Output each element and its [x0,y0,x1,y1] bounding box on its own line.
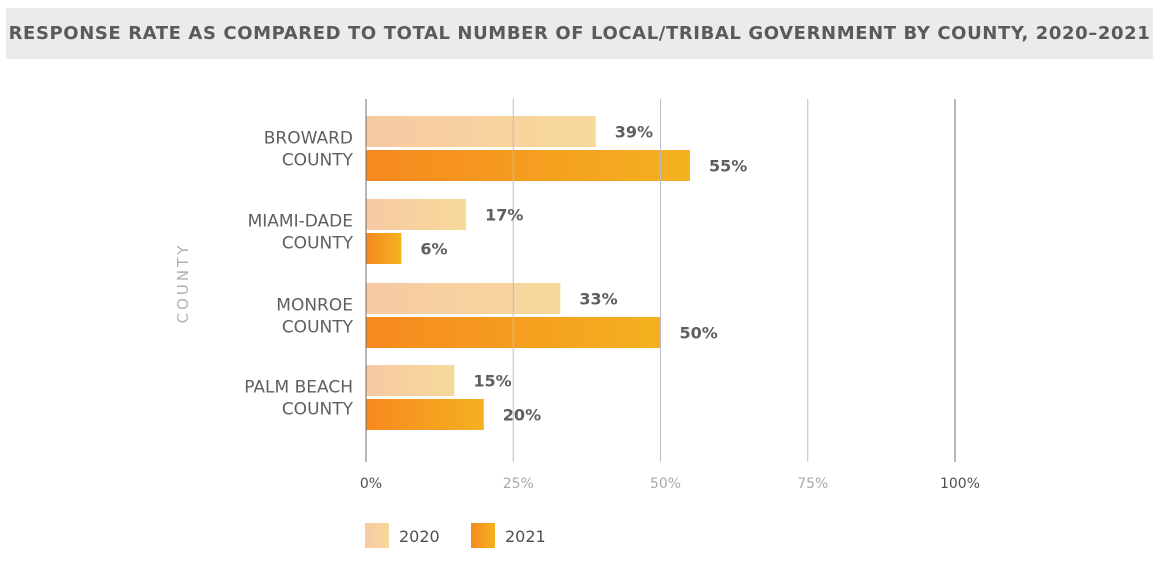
x-tick-label: 50% [650,476,681,492]
category-label: PALM BEACH COUNTY [244,378,353,420]
category-label: MIAMI-DADE COUNTY [248,212,354,254]
x-tick-label: 25% [503,476,534,492]
data-label: 15% [473,372,511,391]
x-tick-label: 100% [940,476,980,492]
data-label: 50% [680,324,718,343]
category-label-line: MONROE [276,296,353,316]
legend-label: 2021 [505,527,546,546]
data-label: 39% [615,123,653,142]
x-tick-label: 0% [360,476,382,492]
category-label-line: COUNTY [282,151,354,171]
legend-label: 2020 [399,527,440,546]
bar-2020 [366,365,455,396]
chart-title: RESPONSE RATE AS COMPARED TO TOTAL NUMBE… [8,23,1151,44]
category-label-line: COUNTY [282,318,354,338]
category-label-line: MIAMI-DADE [248,212,353,232]
y-axis-title: COUNTY [174,243,192,324]
bar-2020 [366,199,467,230]
category-label-line: BROWARD [264,129,353,149]
data-label: 55% [709,157,747,176]
chart-title-bar: RESPONSE RATE AS COMPARED TO TOTAL NUMBE… [6,8,1153,59]
bar-2020 [366,283,561,314]
data-label: 6% [420,240,447,259]
bar-2021 [366,150,690,181]
category-label-line: COUNTY [282,400,354,420]
category-label: BROWARD COUNTY [264,129,354,171]
data-label: 17% [485,206,523,225]
bar-2021 [366,399,484,430]
category-label-line: PALM BEACH [244,378,353,398]
legend-swatch-2021 [471,523,495,548]
category-label-line: COUNTY [282,234,354,254]
category-label: MONROE COUNTY [276,296,353,338]
data-label: 33% [579,290,617,309]
x-tick-label: 75% [797,476,828,492]
bar-2020 [366,116,596,147]
bar-2021 [366,233,402,264]
legend-swatch-2020 [365,523,389,548]
data-label: 20% [503,406,541,425]
